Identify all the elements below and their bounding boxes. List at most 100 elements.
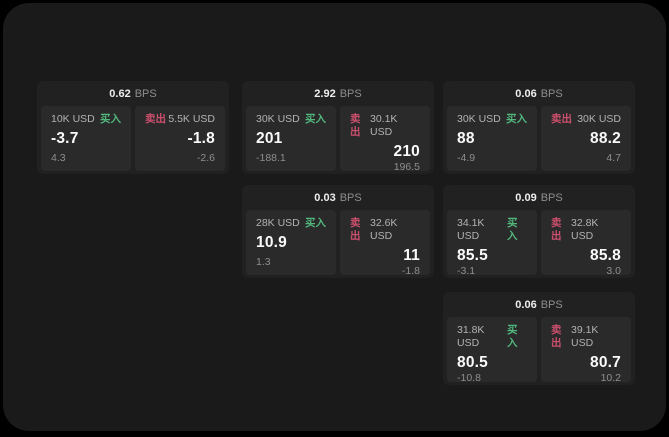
bps-value: 0.62 [109, 87, 131, 100]
card-header: 0.06 BPS [443, 292, 635, 317]
sell-price-tile[interactable]: 卖出 39.1K USD 80.7 10.2 [541, 317, 631, 384]
sell-panel-top: 卖出 5.5K USD [145, 113, 215, 126]
buy-size-label: 28K USD [256, 217, 300, 229]
buy-size-label: 31.8K USD [457, 324, 485, 349]
card-body: 31.8K USD 买入 80.5 -10.8 卖出 39.1K USD 80.… [443, 317, 635, 384]
sell-price-tile[interactable]: 卖出 32.6K USD 11 -1.8 [340, 210, 430, 277]
sell-side-label: 卖出 [551, 217, 562, 242]
sell-price-value: 85.8 [590, 247, 621, 264]
sell-panel-top: 卖出 39.1K USD [551, 324, 621, 350]
buy-panel-top: 31.8K USD 买入 [457, 324, 527, 350]
card-header: 2.92 BPS [242, 81, 434, 106]
buy-side-label: 买入 [506, 113, 527, 125]
sell-price-tile[interactable]: 卖出 30K USD 88.2 4.7 [541, 106, 631, 171]
card-body: 10K USD 买入 -3.7 4.3 卖出 5.5K USD -1.8 -2.… [37, 106, 229, 171]
sell-size-label: 30K USD [577, 113, 621, 125]
buy-panel-top: 30K USD 买入 [457, 113, 527, 126]
buy-side-label: 买入 [305, 113, 326, 125]
buy-panel-top: 28K USD 买入 [256, 217, 326, 230]
bps-unit-label: BPS [540, 298, 563, 311]
sell-panel-top: 卖出 30.1K USD [350, 113, 420, 139]
buy-price-tile[interactable]: 34.1K USD 买入 85.5 -3.1 [447, 210, 537, 277]
buy-side-label: 买入 [507, 217, 518, 242]
card-header: 0.62 BPS [37, 81, 229, 106]
buy-price-tile[interactable]: 28K USD 买入 10.9 1.3 [246, 210, 336, 275]
card-body: 30K USD 买入 201 -188.1 卖出 30.1K USD 210 1… [242, 106, 434, 173]
buy-delta-value: -4.9 [457, 152, 476, 164]
bps-unit-label: BPS [540, 87, 563, 100]
sell-side-label: 卖出 [350, 113, 361, 138]
buy-price-tile[interactable]: 31.8K USD 买入 80.5 -10.8 [447, 317, 537, 384]
sell-price-tile[interactable]: 卖出 32.8K USD 85.8 3.0 [541, 210, 631, 277]
sell-size-label: 32.6K USD [369, 217, 398, 242]
bps-value: 0.06 [515, 87, 537, 100]
sell-delta-value: -1.8 [401, 265, 420, 277]
sell-delta-value: -2.6 [196, 152, 215, 164]
buy-price-value: -3.7 [51, 130, 79, 147]
buy-price-value: 85.5 [457, 247, 488, 264]
sell-size-label: 30.1K USD [369, 113, 398, 138]
sell-delta-value: 196.5 [393, 161, 420, 173]
buy-delta-value: -10.8 [457, 372, 481, 384]
buy-size-label: 10K USD [51, 113, 95, 125]
sell-price-value: 80.7 [590, 354, 621, 371]
sell-delta-value: 3.0 [606, 265, 621, 277]
card-body: 28K USD 买入 10.9 1.3 卖出 32.6K USD 11 -1.8 [242, 210, 434, 277]
sell-size-label: 5.5K USD [168, 113, 215, 125]
sell-size-label: 32.8K USD [570, 217, 599, 242]
buy-price-tile[interactable]: 30K USD 买入 201 -188.1 [246, 106, 336, 171]
buy-size-label: 30K USD [457, 113, 501, 125]
card-body: 34.1K USD 买入 85.5 -3.1 卖出 32.8K USD 85.8… [443, 210, 635, 277]
buy-price-value: 80.5 [457, 354, 488, 371]
buy-price-value: 10.9 [256, 234, 287, 251]
sell-size-label: 39.1K USD [570, 324, 599, 349]
buy-delta-value: 1.3 [256, 256, 271, 268]
bps-unit-label: BPS [540, 191, 563, 204]
sell-price-value: 88.2 [590, 130, 621, 147]
buy-delta-value: 4.3 [51, 152, 66, 164]
sell-price-value: -1.8 [187, 130, 215, 147]
buy-panel-top: 10K USD 买入 [51, 113, 121, 126]
card-header: 0.06 BPS [443, 81, 635, 106]
sell-price-value: 11 [403, 247, 420, 264]
bps-value: 0.03 [314, 191, 336, 204]
bps-value: 0.06 [515, 298, 537, 311]
quote-card: 2.92 BPS 30K USD 买入 201 -188.1 卖出 30.1K … [242, 81, 434, 174]
sell-price-tile[interactable]: 卖出 5.5K USD -1.8 -2.6 [135, 106, 225, 171]
sell-panel-top: 卖出 32.8K USD [551, 217, 621, 243]
quote-card: 0.03 BPS 28K USD 买入 10.9 1.3 卖出 32.6K US… [242, 185, 434, 278]
buy-side-label: 买入 [305, 217, 326, 229]
buy-price-value: 201 [256, 130, 283, 147]
card-body: 30K USD 买入 88 -4.9 卖出 30K USD 88.2 4.7 [443, 106, 635, 171]
card-header: 0.03 BPS [242, 185, 434, 210]
bps-unit-label: BPS [339, 191, 362, 204]
buy-price-tile[interactable]: 30K USD 买入 88 -4.9 [447, 106, 537, 171]
buy-side-label: 买入 [507, 324, 518, 349]
quote-card: 0.09 BPS 34.1K USD 买入 85.5 -3.1 卖出 32.8K… [443, 185, 635, 278]
sell-side-label: 卖出 [350, 217, 361, 242]
sell-delta-value: 10.2 [600, 372, 621, 384]
buy-price-tile[interactable]: 10K USD 买入 -3.7 4.3 [41, 106, 131, 171]
quote-card: 0.06 BPS 31.8K USD 买入 80.5 -10.8 卖出 39.1… [443, 292, 635, 385]
buy-delta-value: -188.1 [256, 152, 286, 164]
quote-card: 0.62 BPS 10K USD 买入 -3.7 4.3 卖出 5.5K USD… [37, 81, 229, 174]
sell-side-label: 卖出 [551, 113, 572, 125]
buy-size-label: 34.1K USD [457, 217, 485, 242]
buy-panel-top: 34.1K USD 买入 [457, 217, 527, 243]
buy-delta-value: -3.1 [457, 265, 476, 277]
quote-card: 0.06 BPS 30K USD 买入 88 -4.9 卖出 30K USD 8… [443, 81, 635, 174]
sell-price-value: 210 [393, 143, 420, 160]
buy-size-label: 30K USD [256, 113, 300, 125]
buy-side-label: 买入 [100, 113, 121, 125]
sell-delta-value: 4.7 [606, 152, 621, 164]
sell-panel-top: 卖出 30K USD [551, 113, 621, 126]
card-header: 0.09 BPS [443, 185, 635, 210]
bps-unit-label: BPS [134, 87, 157, 100]
sell-price-tile[interactable]: 卖出 30.1K USD 210 196.5 [340, 106, 430, 173]
bps-unit-label: BPS [339, 87, 362, 100]
sell-side-label: 卖出 [145, 113, 166, 125]
sell-side-label: 卖出 [551, 324, 562, 349]
bps-value: 0.09 [515, 191, 537, 204]
bps-value: 2.92 [314, 87, 336, 100]
